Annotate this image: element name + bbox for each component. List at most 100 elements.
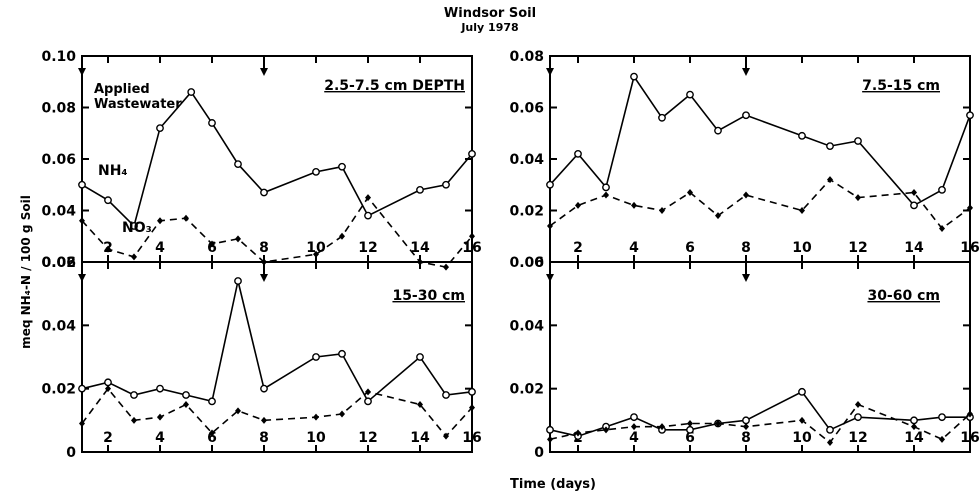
no3-data-point [443, 263, 449, 271]
nh4-data-point [910, 416, 918, 425]
x-tick-label: 4 [155, 430, 165, 446]
x-tick-label: 8 [741, 430, 751, 446]
x-tick-label: 4 [629, 430, 639, 446]
x-tick-label: 6 [685, 240, 695, 256]
no3-data-point [575, 429, 581, 437]
nh4-data-point [156, 124, 164, 133]
no3-data-point [659, 423, 665, 431]
no3-data-point [547, 435, 553, 443]
annotation-nh4: NH₄ [98, 163, 128, 179]
application-arrow-head [546, 68, 554, 76]
x-tick-label: 14 [410, 240, 430, 256]
application-arrow-head [742, 274, 750, 282]
nh4-data-point [364, 211, 372, 220]
x-tick-label: 16 [960, 240, 979, 256]
nh4-data-point [416, 353, 424, 361]
nh4-data-point [364, 397, 372, 406]
y-tick-label: 0.06 [509, 101, 544, 117]
nh4-data-point [854, 137, 862, 145]
nh4-data-point [742, 416, 750, 425]
nh4-series-line [81, 280, 473, 403]
x-tick-label: 8 [741, 240, 751, 256]
no3-data-point [631, 201, 637, 209]
nh4-data-point [156, 384, 164, 393]
x-tick-label: 4 [629, 240, 639, 256]
no3-data-point [967, 204, 973, 212]
no3-data-point [743, 191, 749, 199]
no3-series-line [81, 196, 473, 268]
nh4-data-point [798, 131, 806, 140]
nh4-data-point [714, 126, 722, 135]
no3-series-line [549, 403, 971, 444]
nh4-data-point [602, 183, 610, 192]
no3-data-point [911, 423, 917, 431]
annotation-wastewater: Wastewater [94, 97, 182, 112]
annotation-applied: Applied [94, 82, 150, 97]
nh4-data-point [338, 349, 346, 358]
nh4-data-point [468, 387, 476, 396]
no3-data-point [469, 404, 475, 412]
figure-subtitle: July 1978 [461, 21, 519, 34]
no3-data-point [469, 232, 475, 240]
nh4-data-point [78, 180, 86, 189]
y-tick-label: 0.06 [41, 255, 76, 271]
x-axis-label: Time (days) [510, 477, 596, 492]
no3-data-point [715, 212, 721, 220]
nh4-data-point [910, 201, 918, 210]
y-tick-label: 0.04 [41, 318, 76, 334]
application-arrow-head [260, 274, 268, 282]
y-tick-label: 0.04 [41, 204, 76, 220]
plot-frame [81, 261, 473, 453]
no3-data-point [631, 423, 637, 431]
no3-data-point [603, 426, 609, 434]
x-tick-label: 10 [792, 240, 812, 256]
y-tick-label: 0.04 [509, 318, 544, 334]
no3-data-point [855, 401, 861, 408]
panel-title: 15-30 cm [392, 288, 465, 304]
no3-data-point [183, 401, 189, 408]
nh4-data-point [938, 185, 946, 194]
nh4-data-point [686, 90, 694, 99]
x-tick-label: 8 [259, 240, 269, 256]
chart-panel-4: 00.020.040.0624681012141630-60 cm [509, 255, 979, 461]
y-tick-label: 0.02 [41, 382, 76, 398]
no3-data-point [339, 410, 345, 418]
nh4-data-point [966, 111, 974, 120]
y-tick-label: 0.10 [41, 49, 76, 65]
nh4-data-point [658, 113, 666, 122]
nh4-data-point [546, 180, 554, 189]
no3-data-point [911, 188, 917, 196]
no3-data-point [209, 429, 215, 437]
no3-data-point [209, 240, 215, 248]
panel-title: 30-60 cm [867, 288, 940, 304]
nh4-data-point [854, 413, 862, 422]
y-tick-label: 0.08 [509, 49, 544, 65]
application-arrow-head [78, 274, 86, 282]
no3-data-point [313, 250, 319, 258]
x-tick-label: 2 [573, 240, 583, 256]
no3-data-point [799, 416, 805, 424]
no3-data-point [417, 401, 423, 408]
no3-data-point [967, 410, 973, 418]
x-tick-label: 6 [207, 240, 217, 256]
y-axis-label: meq NH₄-N / 100 g Soil [19, 195, 33, 349]
no3-data-point [157, 413, 163, 421]
nh4-data-point [630, 72, 638, 81]
y-tick-label: 0.02 [509, 382, 544, 398]
nh4-data-point [468, 149, 476, 158]
no3-data-point [443, 432, 449, 440]
x-tick-label: 10 [792, 430, 812, 446]
nh4-series-line [549, 390, 970, 438]
no3-data-point [79, 217, 85, 225]
x-tick-label: 12 [848, 430, 867, 446]
nh4-data-point [338, 162, 346, 171]
nh4-data-point [208, 119, 216, 127]
nh4-data-point [574, 149, 582, 158]
application-arrow-head [742, 68, 750, 76]
chart-panel-2: 0 0.02 0.04 0.06 0.08 2 4 6 8 10 12 14 16 7.5-15 cm [509, 49, 979, 271]
y-tick-label: 0.04 [509, 152, 544, 168]
y-tick-label: 0.02 [509, 204, 544, 220]
x-tick-label: 12 [358, 430, 377, 446]
no3-data-point [105, 385, 111, 393]
no3-data-point [79, 420, 85, 427]
